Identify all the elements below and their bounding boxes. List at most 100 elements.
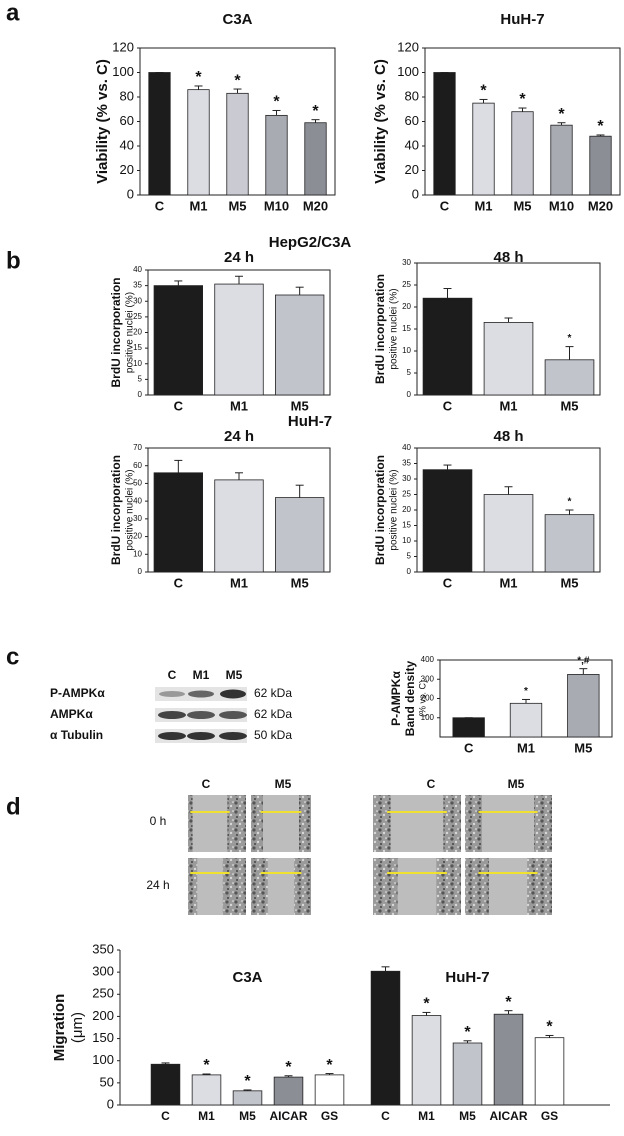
x-tick-label: M5 [291,575,309,590]
y-tick-label: 60 [405,113,419,128]
y-tick-label: 20 [402,505,411,514]
chart-title: HuH-7 [500,11,544,28]
size-label: 62 kDa [254,707,292,721]
y-axis-label: P-AMPKα [389,671,403,726]
bar [191,1074,222,1106]
panel-label: c [6,643,19,670]
band [159,691,185,697]
x-tick-label: M5 [513,198,531,213]
bar [304,122,327,196]
bar [265,114,288,196]
x-tick-label: M20 [303,198,328,213]
bar [273,1076,304,1106]
significance: *,# [577,655,590,666]
bar [567,674,600,738]
section-title: HuH-7 [288,413,332,430]
bar [153,285,203,396]
y-tick-label: 300 [92,964,114,979]
y-tick-label: 15 [402,521,411,530]
y-tick-label: 120 [397,39,419,54]
y-tick-label: 60 [133,461,142,470]
y-tick-label: 0 [107,1096,114,1111]
x-tick-label: M5 [560,398,578,413]
y-tick-label: 0 [407,567,412,576]
y-axis-label: Viability (% vs. C) [94,59,111,184]
bar [493,1013,524,1106]
x-tick-label: M5 [291,398,309,413]
y-tick-label: 70 [133,443,142,452]
section-title: HepG2/C3A [269,234,352,251]
bar [214,479,264,573]
column-label: C [427,777,436,791]
y-tick-label: 350 [92,941,114,956]
bar [534,1037,565,1106]
y-tick-label: 40 [402,443,411,452]
y-tick-label: 50 [133,479,142,488]
bar [153,472,203,573]
lane-label: C [168,668,177,682]
wound-gap [263,795,299,852]
significance: * [423,996,430,1013]
x-tick-label: M1 [418,1109,435,1123]
bar [214,283,264,396]
bar [314,1074,345,1106]
bar [452,1042,483,1106]
x-tick-label: M5 [574,740,592,755]
significance: * [244,1073,251,1090]
x-tick-label: GS [541,1109,558,1123]
y-tick-label: 20 [133,328,142,337]
wound-gap [267,858,295,915]
y-axis-label: BrdU incorporation [373,455,387,565]
y-tick-label: 120 [112,39,134,54]
y-tick-label: 0 [138,567,143,576]
significance: * [464,1024,471,1041]
wound-gap [397,858,437,915]
y-tick-label: 20 [402,302,411,311]
y-tick-label: 10 [402,346,411,355]
x-tick-label: M10 [264,198,289,213]
x-tick-label: C [155,198,165,213]
y-tick-label: 0 [127,186,134,201]
y-tick-label: 5 [407,552,412,561]
significance: * [519,91,526,108]
protein-label: α Tubulin [50,728,103,742]
panel-label: d [6,793,21,820]
x-tick-label: C [443,575,453,590]
wound-gap [488,858,528,915]
x-tick-label: M1 [230,398,248,413]
x-tick-label: C [174,575,184,590]
y-tick-label: 40 [405,137,419,152]
micrographs: C M5 C M5 0 h 24 h [146,777,552,915]
bar [509,702,543,738]
chart-title: 24 h [224,428,254,445]
y-tick-label: 20 [405,162,419,177]
bar [274,497,325,573]
bar [226,92,249,196]
y-tick-label: 15 [133,343,142,352]
x-tick-label: C [381,1109,390,1123]
size-label: 62 kDa [254,686,292,700]
x-tick-label: M20 [588,198,613,213]
x-tick-label: AICAR [270,1109,308,1123]
y-tick-label: 30 [402,474,411,483]
y-tick-label: 35 [133,281,142,290]
y-axis-label: positive nuclei (%) [125,292,136,373]
significance: * [285,1059,292,1076]
x-tick-label: M5 [459,1109,476,1123]
x-tick-label: C [174,398,184,413]
y-tick-label: 100 [421,713,435,722]
bar [274,294,325,396]
y-tick-label: 0 [138,390,143,399]
y-axis-label: (% vs. C) [417,680,427,717]
y-tick-label: 80 [120,88,134,103]
y-tick-label: 25 [133,312,142,321]
x-tick-label: M5 [239,1109,256,1123]
y-tick-label: 15 [402,324,411,333]
bar [232,1090,263,1106]
y-tick-label: 10 [133,549,142,558]
significance: * [234,72,241,89]
protein-label: P-AMPKα [50,686,105,700]
y-tick-label: 250 [92,986,114,1001]
chart-title: 48 h [493,249,523,266]
column-label: M5 [275,777,292,791]
